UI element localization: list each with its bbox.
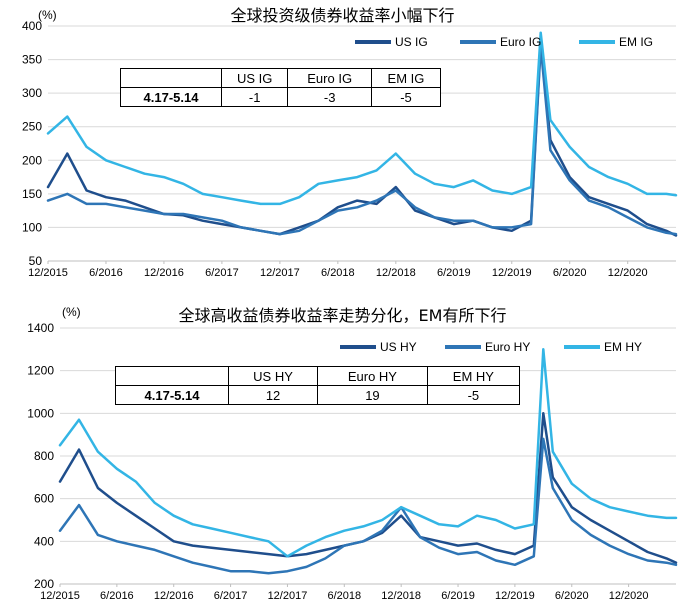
x-tick-label: 12/2019 xyxy=(492,267,532,279)
x-tick-label: 6/2019 xyxy=(437,267,471,279)
table-header: EM HY xyxy=(426,366,521,386)
y-tick-label: 1200 xyxy=(27,364,54,378)
x-tick-label: 6/2019 xyxy=(441,590,475,602)
y-tick-label: 250 xyxy=(22,120,42,134)
y-tick-label: 150 xyxy=(22,187,42,201)
legend-label: US IG xyxy=(395,35,428,49)
y-tick-label: 1400 xyxy=(27,321,54,335)
y-tick-label: 350 xyxy=(22,53,42,67)
x-tick-label: 12/2016 xyxy=(154,590,194,602)
x-tick-label: 6/2017 xyxy=(205,267,239,279)
y-unit-label: (%) xyxy=(38,8,57,22)
x-tick-label: 6/2017 xyxy=(214,590,248,602)
ig-chart-panel: 全球投资级债券收益率小幅下行 (%) 50 100 150 200 250 300 350 4… xyxy=(0,0,685,300)
legend-label: EM HY xyxy=(604,340,642,354)
table-cell: -5 xyxy=(370,87,442,107)
y-unit-label: (%) xyxy=(62,305,81,319)
x-tick-label: 12/2016 xyxy=(144,267,184,279)
x-tick-label: 12/2020 xyxy=(608,267,648,279)
x-tick-label: 12/2018 xyxy=(381,590,421,602)
y-tick-label: 400 xyxy=(34,534,54,548)
table-row-label: 4.17-5.14 xyxy=(115,385,229,405)
series-line xyxy=(58,348,678,558)
x-tick-label: 6/2020 xyxy=(553,267,587,279)
table-cell: 19 xyxy=(317,385,428,405)
table-header: Euro IG xyxy=(287,68,372,88)
x-tick-label: 12/2019 xyxy=(495,590,535,602)
table-header: US HY xyxy=(227,366,319,386)
table-header: US IG xyxy=(220,68,289,88)
legend-label: Euro IG xyxy=(500,35,541,49)
x-tick-label: 12/2018 xyxy=(376,267,416,279)
series-line xyxy=(58,437,678,575)
x-tick-label: 6/2016 xyxy=(100,590,134,602)
legend-label: US HY xyxy=(380,340,417,354)
table-header: EM IG xyxy=(370,68,442,88)
y-tick-label: 1000 xyxy=(27,406,54,420)
x-tick-label: 12/2017 xyxy=(260,267,300,279)
y-tick-label: 300 xyxy=(22,86,42,100)
table-cell: -3 xyxy=(287,87,372,107)
legend-label: Euro HY xyxy=(485,340,530,354)
x-tick-label: 6/2020 xyxy=(555,590,589,602)
series-line xyxy=(58,412,678,564)
y-tick-label: 400 xyxy=(22,19,42,33)
ig-change-table: US IG Euro IG EM IG 4.17-5.14 -1 -3 -5 xyxy=(120,68,442,107)
legend-label: EM IG xyxy=(619,35,653,49)
x-tick-label: 6/2018 xyxy=(327,590,361,602)
table-corner xyxy=(115,366,229,386)
y-tick-label: 200 xyxy=(34,577,54,591)
y-tick-label: 50 xyxy=(29,254,43,268)
y-tick-label: 800 xyxy=(34,449,54,463)
x-tick-label: 6/2018 xyxy=(321,267,355,279)
table-header: Euro HY xyxy=(317,366,428,386)
hy-line-chart: 200 400 600 800 1000 1200 1400 12/2015 6/2016 12/… xyxy=(27,321,678,602)
series-line xyxy=(46,31,678,206)
series-line xyxy=(46,44,678,236)
hy-change-table: US HY Euro HY EM HY 4.17-5.14 12 19 -5 xyxy=(115,366,521,405)
table-row-label: 4.17-5.14 xyxy=(120,87,222,107)
y-tick-label: 200 xyxy=(22,153,42,167)
x-tick-label: 12/2015 xyxy=(28,267,68,279)
x-tick-label: 12/2015 xyxy=(40,590,80,602)
hy-chart-panel: 全球高收益债券收益率走势分化，EM有所下行 (%) 200 400 600 800 10… xyxy=(0,300,685,608)
table-cell: 12 xyxy=(227,385,319,405)
table-corner xyxy=(120,68,222,88)
table-cell: -1 xyxy=(220,87,289,107)
x-tick-label: 12/2020 xyxy=(609,590,649,602)
ig-line-chart: 50 100 150 200 250 300 350 400 12/2015 6/2016 12/2… xyxy=(22,19,678,279)
y-tick-label: 100 xyxy=(22,220,42,234)
y-tick-label: 600 xyxy=(34,492,54,506)
x-tick-label: 12/2017 xyxy=(268,590,308,602)
x-tick-label: 6/2016 xyxy=(89,267,123,279)
chart-title: 全球投资级债券收益率小幅下行 xyxy=(230,6,455,25)
table-cell: -5 xyxy=(426,385,521,405)
chart-title: 全球高收益债券收益率走势分化，EM有所下行 xyxy=(178,306,507,325)
